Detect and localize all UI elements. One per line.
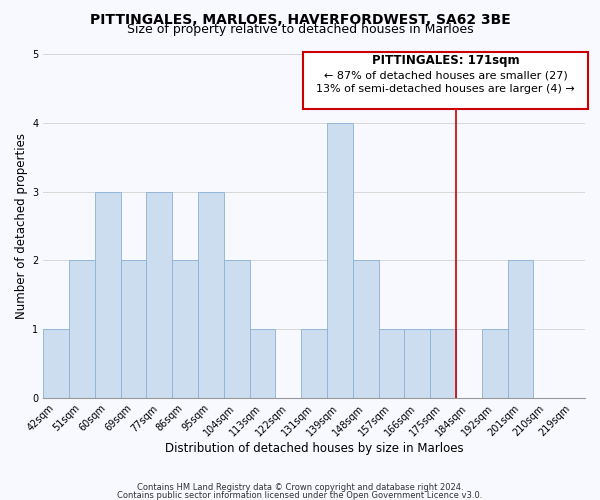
- Bar: [43, 329, 69, 398]
- Bar: [379, 329, 404, 398]
- Text: ← 87% of detached houses are smaller (27): ← 87% of detached houses are smaller (27…: [324, 70, 568, 81]
- Bar: [301, 329, 327, 398]
- Bar: [353, 260, 379, 398]
- Text: Contains public sector information licensed under the Open Government Licence v3: Contains public sector information licen…: [118, 490, 482, 500]
- Bar: [250, 329, 275, 398]
- Text: PITTINGALES: 171sqm: PITTINGALES: 171sqm: [372, 54, 520, 67]
- Bar: [198, 192, 224, 398]
- Bar: [327, 123, 353, 398]
- Bar: [95, 192, 121, 398]
- Bar: [172, 260, 198, 398]
- Text: Contains HM Land Registry data © Crown copyright and database right 2024.: Contains HM Land Registry data © Crown c…: [137, 483, 463, 492]
- Y-axis label: Number of detached properties: Number of detached properties: [15, 133, 28, 319]
- Bar: [404, 329, 430, 398]
- X-axis label: Distribution of detached houses by size in Marloes: Distribution of detached houses by size …: [165, 442, 463, 455]
- Text: Size of property relative to detached houses in Marloes: Size of property relative to detached ho…: [127, 24, 473, 36]
- Text: PITTINGALES, MARLOES, HAVERFORDWEST, SA62 3BE: PITTINGALES, MARLOES, HAVERFORDWEST, SA6…: [89, 12, 511, 26]
- Bar: [146, 192, 172, 398]
- Bar: [224, 260, 250, 398]
- Bar: [430, 329, 456, 398]
- Bar: [69, 260, 95, 398]
- Bar: [482, 329, 508, 398]
- Bar: [121, 260, 146, 398]
- Text: 13% of semi-detached houses are larger (4) →: 13% of semi-detached houses are larger (…: [316, 84, 575, 94]
- Bar: [508, 260, 533, 398]
